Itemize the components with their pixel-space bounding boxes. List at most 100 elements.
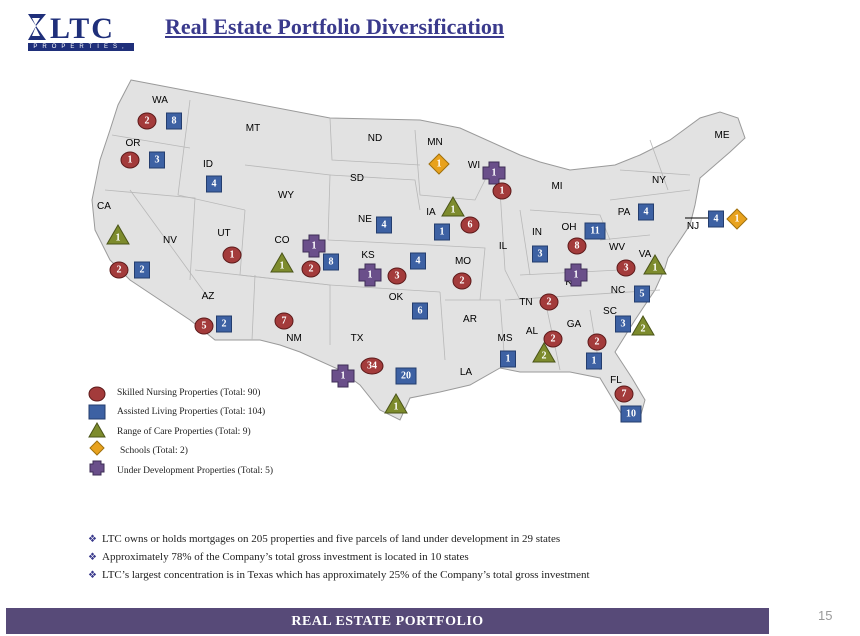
us-outline <box>91 79 746 421</box>
state-label-id: ID <box>203 159 213 170</box>
legend-under-development: Under Development Properties (Total: 5) <box>117 466 274 476</box>
marker-count: 4 <box>382 220 387 231</box>
legend-skilled-nursing: Skilled Nursing Properties (Total: 90) <box>117 388 261 398</box>
marker-ne-assisted-living: 4 <box>376 216 392 234</box>
skilled-nursing-marker-icon <box>194 317 214 335</box>
assisted-living-marker-icon <box>620 405 642 423</box>
state-label-az: AZ <box>202 291 215 302</box>
marker-ks-skilled-nursing: 3 <box>387 267 407 285</box>
state-label-sd: SD <box>350 173 364 184</box>
marker-count: 7 <box>282 316 287 327</box>
marker-tx-skilled-nursing: 34 <box>360 357 384 375</box>
state-label-al: AL <box>526 326 539 337</box>
marker-az-assisted-living: 2 <box>216 315 232 333</box>
marker-count: 1 <box>735 214 740 225</box>
schools-legend-icon <box>89 440 105 456</box>
marker-nj-assisted-living: 4 <box>708 210 724 228</box>
assisted-living-marker-icon <box>395 367 417 385</box>
marker-or-skilled-nursing: 1 <box>120 151 140 169</box>
assisted-living-marker-icon <box>376 216 392 234</box>
bullet-diamond-icon: ❖ <box>88 570 97 581</box>
marker-ia-range-of-care: 1 <box>441 196 465 217</box>
marker-count: 4 <box>212 179 217 190</box>
state-label-wa: WA <box>152 95 168 106</box>
marker-count: 1 <box>341 371 346 382</box>
state-label-ga: GA <box>567 319 582 330</box>
legend-assisted-living: Assisted Living Properties (Total: 104) <box>117 407 266 417</box>
marker-pa-assisted-living: 4 <box>638 203 654 221</box>
marker-count: 2 <box>222 319 227 330</box>
marker-ga-skilled-nursing: 2 <box>587 333 607 351</box>
marker-nj-schools: 1 <box>726 208 748 230</box>
marker-az-skilled-nursing: 5 <box>194 317 214 335</box>
marker-count: 1 <box>492 168 497 179</box>
marker-wi-skilled-nursing: 1 <box>492 182 512 200</box>
assisted-living-marker-icon <box>634 285 650 303</box>
state-label-ca: CA <box>97 201 111 212</box>
marker-count: 2 <box>460 276 465 287</box>
marker-ga-assisted-living: 1 <box>586 352 602 370</box>
state-label-nj: NJ <box>687 221 699 232</box>
marker-count: 1 <box>506 354 511 365</box>
state-label-nv: NV <box>163 235 177 246</box>
marker-count: 1 <box>437 159 442 170</box>
under-development-marker-icon <box>331 364 355 388</box>
marker-id-assisted-living: 4 <box>206 175 222 193</box>
legend-range-of-care: Range of Care Properties (Total: 9) <box>117 427 251 437</box>
marker-count: 2 <box>140 265 145 276</box>
marker-count: 1 <box>451 205 456 216</box>
assisted-living-marker-icon <box>708 210 724 228</box>
assisted-living-marker-icon <box>134 261 150 279</box>
marker-count: 2 <box>595 337 600 348</box>
range-of-care-marker-icon <box>384 393 408 414</box>
skilled-nursing-marker-icon <box>539 293 559 311</box>
marker-oh-skilled-nursing: 8 <box>567 237 587 255</box>
state-label-ok: OK <box>389 292 404 303</box>
marker-tx-under-development: 1 <box>331 364 355 388</box>
marker-count: 4 <box>714 214 719 225</box>
marker-al-range-of-care: 2 <box>532 342 556 363</box>
marker-count: 2 <box>309 264 314 275</box>
marker-count: 3 <box>395 271 400 282</box>
marker-count: 5 <box>640 289 645 300</box>
assisted-living-marker-icon <box>323 253 339 271</box>
marker-count: 2 <box>641 324 646 335</box>
marker-mo-skilled-nursing: 2 <box>452 272 472 290</box>
state-label-ks: KS <box>361 250 375 261</box>
ltc-logo: LTC <box>28 12 113 45</box>
logo-tagline: PROPERTIES, INC <box>28 43 134 58</box>
marker-oh-assisted-living: 11 <box>584 222 606 240</box>
assisted-living-marker-icon <box>586 352 602 370</box>
marker-sc-range-of-care: 2 <box>631 315 655 336</box>
state-label-mi: MI <box>551 181 562 192</box>
assisted-living-marker-icon <box>149 151 165 169</box>
marker-or-assisted-living: 3 <box>149 151 165 169</box>
marker-count: 1 <box>500 186 505 197</box>
under-development-marker-icon <box>358 263 382 287</box>
marker-ut-skilled-nursing: 1 <box>222 246 242 264</box>
skilled-nursing-marker-icon <box>567 237 587 255</box>
state-label-or: OR <box>126 138 141 149</box>
marker-count: 4 <box>416 256 421 267</box>
assisted-living-marker-icon <box>532 245 548 263</box>
legend-icons <box>88 386 106 476</box>
marker-count: 1 <box>230 250 235 261</box>
marker-tx-range-of-care: 1 <box>384 393 408 414</box>
assisted-living-marker-icon <box>638 203 654 221</box>
state-label-ut: UT <box>217 228 230 239</box>
marker-count: 3 <box>624 263 629 274</box>
skilled-nursing-marker-icon <box>387 267 407 285</box>
marker-ca-assisted-living: 2 <box>134 261 150 279</box>
marker-count: 1 <box>280 261 285 272</box>
range-of-care-marker-icon <box>532 342 556 363</box>
marker-nm-skilled-nursing: 7 <box>274 312 294 330</box>
marker-count: 7 <box>622 389 627 400</box>
marker-count: 11 <box>590 226 599 237</box>
marker-ia-assisted-living: 1 <box>434 223 450 241</box>
logo-emblem-icon <box>28 14 46 40</box>
skilled-nursing-marker-icon <box>492 182 512 200</box>
marker-ok-assisted-living: 6 <box>412 302 428 320</box>
schools-marker-icon <box>726 208 748 230</box>
state-label-la: LA <box>460 367 473 378</box>
state-label-ne: NE <box>358 214 372 225</box>
